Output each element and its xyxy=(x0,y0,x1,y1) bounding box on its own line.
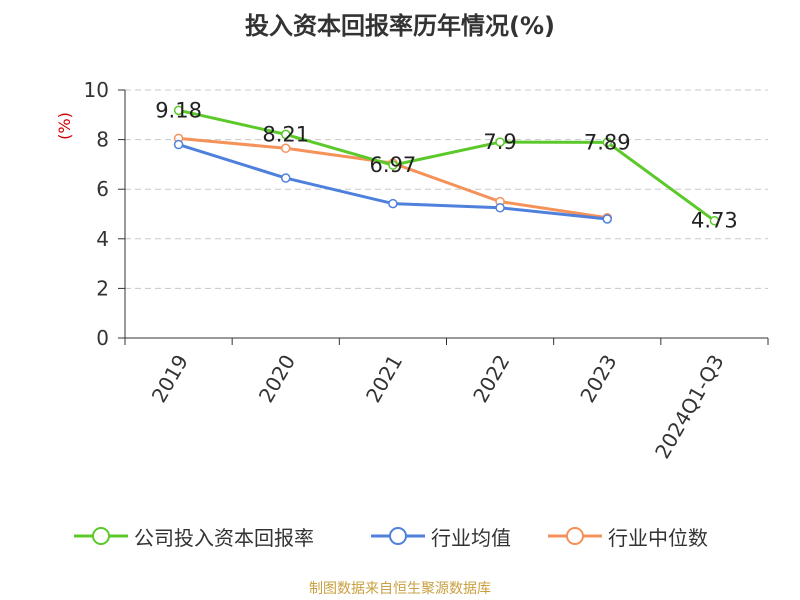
data-point xyxy=(173,139,184,150)
y-tick-label: 4 xyxy=(96,227,109,251)
data-label: 6.97 xyxy=(370,153,417,177)
x-tick-label: 2021 xyxy=(361,351,407,407)
data-point xyxy=(495,203,505,213)
data-point xyxy=(602,214,612,224)
chart-title: 投入资本回报率历年情况(%) xyxy=(245,12,555,40)
legend-item[interactable]: 公司投入资本回报率 xyxy=(74,521,314,551)
x-tick-label: 2019 xyxy=(147,351,193,407)
x-tick-label: 2023 xyxy=(575,351,621,407)
data-point xyxy=(495,137,505,147)
data-label: 7.9 xyxy=(483,130,516,154)
data-point xyxy=(388,198,398,209)
data-label: 4.73 xyxy=(691,209,738,233)
y-axis-label: (%) xyxy=(55,112,74,140)
y-tick-label: 10 xyxy=(84,78,109,102)
y-tick-label: 0 xyxy=(96,326,109,350)
data-point xyxy=(602,137,612,148)
y-tick-label: 6 xyxy=(96,177,109,201)
data-label: 7.89 xyxy=(584,130,631,154)
data-point xyxy=(281,173,291,183)
data-point xyxy=(709,215,720,226)
data-point xyxy=(281,129,291,140)
legend-item[interactable]: 行业中位数 xyxy=(548,521,708,551)
y-tick-label: 2 xyxy=(96,276,109,300)
legend-label: 公司投入资本回报率 xyxy=(134,525,314,550)
series-line-company xyxy=(178,108,716,222)
x-tick-label: 2024Q1-Q3 xyxy=(650,351,729,463)
legend-marker-icon xyxy=(371,527,425,545)
x-tick-label: 2020 xyxy=(254,351,300,407)
legend-label: 行业中位数 xyxy=(608,525,708,550)
legend-marker-icon xyxy=(74,527,128,545)
data-point xyxy=(388,160,398,170)
legend-label: 行业均值 xyxy=(431,525,511,550)
data-point xyxy=(173,105,184,116)
y-tick-label: 8 xyxy=(96,128,109,152)
source-note: 制图数据来自恒生聚源数据库 xyxy=(309,581,491,597)
legend-item[interactable]: 行业均值 xyxy=(371,521,511,551)
data-label: 8.21 xyxy=(262,122,309,146)
data-point xyxy=(281,143,291,154)
x-tick-label: 2022 xyxy=(468,351,514,407)
legend-marker-icon xyxy=(548,527,602,545)
data-label: 9.18 xyxy=(155,98,202,122)
